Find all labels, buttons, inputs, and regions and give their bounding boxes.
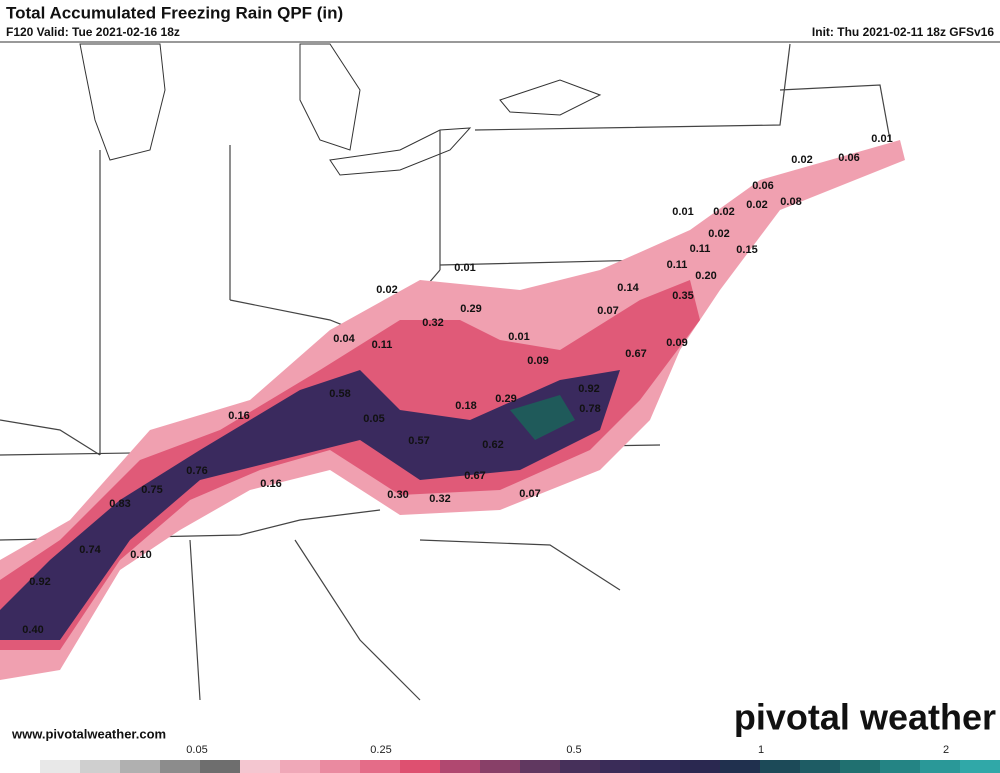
value-label: 0.11 [667,259,688,271]
band-max [510,395,575,440]
value-labels: 0.01 0.02 0.06 0.06 0.02 0.08 0.01 0.02 0.02 0.15… [22,133,892,636]
value-label: 0.15 [736,244,757,256]
colorbar-label: 0.5 [566,744,581,756]
colorbar-swatch [520,760,561,773]
value-label: 0.92 [578,383,599,395]
colorbar-swatch [440,760,481,773]
value-label: 0.29 [460,303,481,315]
value-label: 0.08 [780,196,801,208]
value-label: 0.02 [746,199,767,211]
lake-ontario [499,79,602,116]
value-label: 0.92 [29,576,50,588]
value-label: 0.06 [838,152,859,164]
value-label: 0.16 [260,478,281,490]
value-label: 0.67 [464,470,485,482]
value-label: 0.32 [429,493,450,505]
colorbar-label: 0.05 [186,744,207,756]
valid-time: F120 Valid: Tue 2021-02-16 18z [6,25,180,39]
colorbar-swatch [680,760,721,773]
value-label: 0.78 [579,403,600,415]
value-label: 0.02 [791,154,812,166]
band-heavy [0,370,620,640]
value-label: 0.09 [527,355,548,367]
colorbar-swatch [200,760,241,773]
lake-huron [299,43,361,151]
colorbar-swatch [160,760,201,773]
freezing-rain-shading [0,140,905,680]
colorbar-label: 2 [943,744,949,756]
value-label: 0.02 [708,228,729,240]
value-label: 0.02 [713,206,734,218]
value-label: 0.09 [666,337,687,349]
value-label: 0.18 [455,400,476,412]
colorbar-swatch [600,760,641,773]
value-label: 0.07 [597,305,618,317]
website: www.pivotalweather.com [11,726,166,741]
value-label: 0.06 [752,180,773,192]
value-label: 0.01 [454,262,475,274]
value-label: 0.20 [695,270,716,282]
value-label: 0.57 [408,435,429,447]
band-medium [0,280,700,650]
value-label: 0.02 [376,284,397,296]
colorbar-swatch [0,760,41,773]
value-label: 0.14 [617,282,639,294]
colorbar-swatch [560,760,601,773]
colorbar-swatch [280,760,321,773]
map [0,43,905,701]
value-label: 0.83 [109,498,130,510]
value-label: 0.58 [329,388,350,400]
init-time: Init: Thu 2021-02-11 18z GFSv16 [812,25,994,39]
title: Total Accumulated Freezing Rain QPF (in) [6,3,343,22]
value-label: 0.01 [672,206,693,218]
logo: pivotal weather [734,697,996,738]
colorbar-swatch [840,760,881,773]
value-label: 0.04 [333,333,355,345]
colorbar-swatch [960,760,1000,773]
colorbar-swatch [760,760,801,773]
value-label: 0.10 [130,549,151,561]
value-label: 0.30 [387,489,408,501]
colorbar-swatch [120,760,161,773]
colorbar-swatch [80,760,121,773]
value-label: 0.11 [690,243,711,255]
lake-michigan [79,43,166,161]
value-label: 0.29 [495,393,516,405]
value-label: 0.01 [871,133,892,145]
colorbar-swatch [40,760,81,773]
value-label: 0.62 [482,439,503,451]
value-label: 0.74 [79,544,101,556]
colorbar-swatch [360,760,401,773]
value-label: 0.40 [22,624,43,636]
colorbar-swatch [720,760,761,773]
colorbar-swatch [320,760,361,773]
colorbar-swatch [880,760,921,773]
colorbar-swatch [400,760,441,773]
colorbar-label: 1 [758,744,764,756]
header-bg [0,0,1000,42]
value-label: 0.75 [141,484,162,496]
value-label: 0.07 [519,488,540,500]
lake-erie [329,127,472,176]
value-label: 0.11 [372,339,393,351]
colorbar-swatch [240,760,281,773]
colorbar-swatch [480,760,521,773]
colorbar-swatch [920,760,961,773]
value-label: 0.16 [228,410,249,422]
colorbar: 0.05 0.25 0.5 1 2 [0,744,1000,773]
value-label: 0.32 [422,317,443,329]
colorbar-swatch [800,760,841,773]
value-label: 0.01 [508,331,529,343]
value-label: 0.76 [186,465,207,477]
colorbar-label: 0.25 [370,744,391,756]
value-label: 0.35 [672,290,693,302]
value-label: 0.67 [625,348,646,360]
value-label: 0.05 [363,413,384,425]
colorbar-swatch [640,760,681,773]
